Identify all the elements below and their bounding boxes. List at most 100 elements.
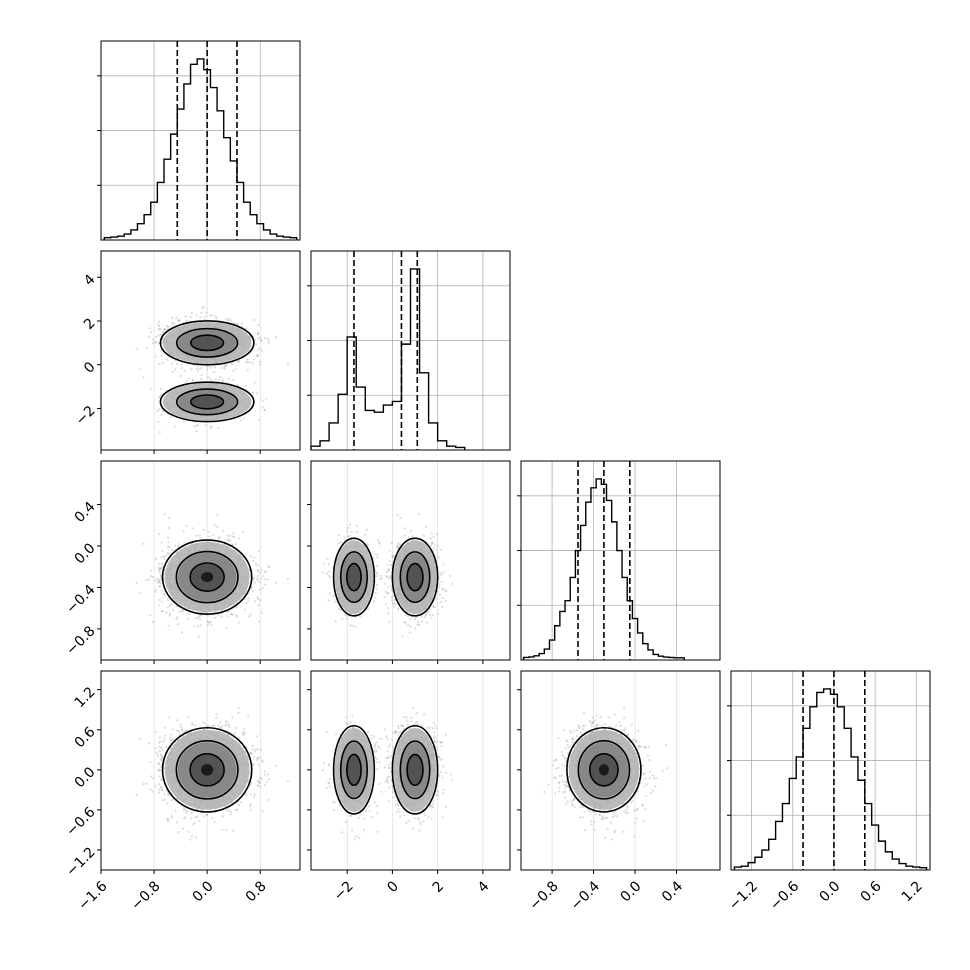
scatter-point [160,610,164,613]
scatter-point [159,393,163,396]
scatter-point [407,623,410,626]
scatter-point [244,384,248,388]
scatter-point [408,631,411,634]
scatter-point [195,534,198,537]
scatter-point [256,596,259,599]
scatter-point [396,514,399,517]
panel-bg-2-2 [521,461,720,660]
scatter-point [378,542,381,545]
scatter-point [391,556,394,559]
scatter-point [395,544,399,547]
scatter-point [375,572,378,575]
scatter-point [167,541,170,544]
scatter-point [215,317,218,320]
scatter-point [193,625,196,628]
scatter-point [196,369,199,373]
scatter-point [411,535,414,538]
scatter-point [158,585,161,588]
scatter-point [263,583,266,586]
scatter-point [169,604,172,607]
panel-frame-0-0 [100,40,301,241]
scatter-point [155,557,158,561]
scatter-point [157,604,160,607]
scatter-point [161,549,164,552]
scatter-point [163,569,166,572]
scatter-point [246,369,249,372]
scatter-point [145,578,148,582]
scatter-point [156,323,160,326]
scatter-point [413,627,416,630]
scatter-point [178,611,182,614]
scatter-point [256,332,260,335]
scatter-point [214,315,218,318]
scatter-point [420,615,423,618]
scatter-point [187,377,190,381]
scatter-point [154,579,157,582]
scatter-point [164,554,168,557]
scatter-point [261,399,264,402]
scatter-point [201,307,204,310]
scatter-point [200,311,203,315]
scatter-point [158,395,161,398]
scatter-point [158,324,161,328]
scatter-point [403,527,406,530]
scatter-point [229,612,233,616]
scatter-point [413,617,417,621]
contour-2-0-0 [161,539,253,615]
scatter-point [168,614,171,617]
scatter-point [168,545,171,548]
scatter-point [198,367,201,370]
scatter-point [154,340,157,343]
scatter-point [195,314,198,317]
scatter-point [254,562,258,565]
scatter-point [171,316,174,319]
scatter-point [176,623,180,626]
scatter-point [158,327,161,330]
scatter-point [388,620,391,623]
scatter-point [260,577,263,580]
scatter-point [429,544,433,547]
scatter-point [196,616,199,619]
scatter-point [213,370,216,374]
scatter-point [257,550,260,553]
scatter-point [219,375,222,378]
scatter-point [224,317,227,320]
scatter-point [251,361,254,365]
scatter-point [343,536,346,539]
scatter-point [401,635,404,638]
scatter-point [156,577,159,580]
scatter-point [237,621,240,624]
scatter-point [158,396,161,399]
scatter-point [206,620,209,623]
scatter-point [200,614,203,617]
scatter-point [260,349,264,352]
scatter-point [267,342,270,345]
scatter-point [257,323,260,327]
scatter-point [386,592,389,595]
histogram-step-0 [103,58,298,240]
scatter-point [232,532,235,535]
scatter-point [154,588,158,591]
scatter-point [442,571,445,574]
scatter-point [214,378,217,381]
scatter-point [180,631,184,634]
scatter-point [165,611,168,614]
scatter-point [205,365,209,368]
scatter-point [235,606,238,609]
panel-frame-2-0 [100,460,301,661]
scatter-point [216,514,219,517]
density-fill-1-0-2 [191,335,223,351]
scatter-point [195,424,198,427]
scatter-point [172,322,175,325]
scatter-point [286,363,290,366]
scatter-point [185,380,188,383]
scatter-point [440,573,443,577]
scatter-point [162,592,165,596]
scatter-point [234,367,238,370]
scatter-point [172,609,175,612]
scatter-point [182,610,185,613]
scatter-point [437,545,440,548]
scatter-point [242,416,245,420]
scatter-point [194,617,197,620]
scatter-point [215,525,219,529]
